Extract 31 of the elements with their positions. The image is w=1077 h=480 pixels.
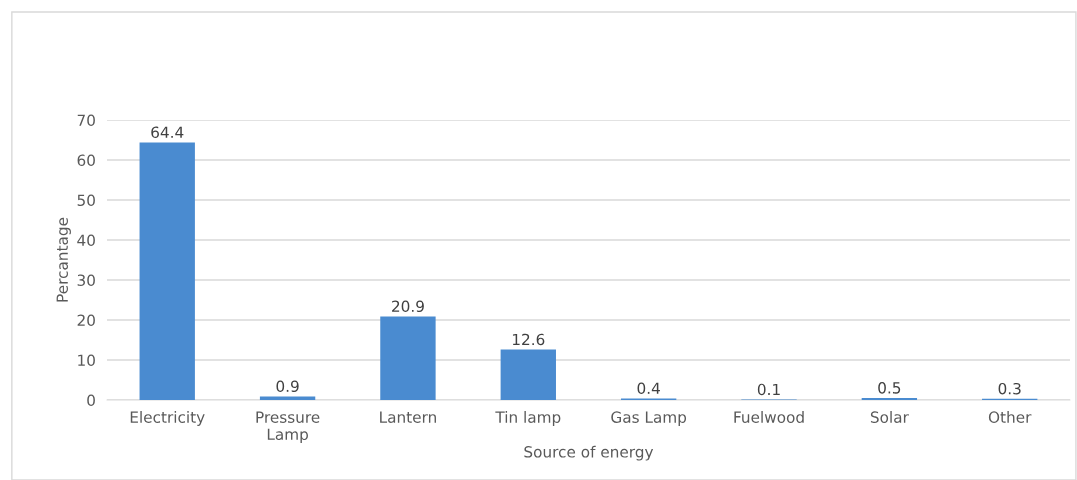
data-label: 0.3 <box>998 382 1021 395</box>
bar <box>380 316 436 400</box>
x-tick-label: Solar <box>870 411 909 423</box>
x-tick-label: Gas Lamp <box>611 411 687 426</box>
x-tick-label: Lantern <box>380 411 436 423</box>
y-tick-label: 0 <box>87 394 95 407</box>
x-tick-label: Electricity <box>130 411 205 426</box>
x-tick-label: Pressure Lamp <box>256 411 320 443</box>
y-tick-label: 40 <box>77 234 95 247</box>
data-label: 0.5 <box>878 382 901 394</box>
data-label: 0.4 <box>637 382 660 395</box>
y-tick-label: 20 <box>77 314 95 327</box>
x-axis-title: Source of energy <box>524 445 654 461</box>
bar <box>861 397 918 400</box>
x-tick-label: Other <box>988 411 1032 423</box>
y-tick-label: 60 <box>77 154 95 167</box>
bar <box>139 142 195 400</box>
y-axis-title: Percantage <box>56 217 71 302</box>
x-tick-label: Tin lamp <box>495 411 561 426</box>
y-tick-label: 50 <box>77 194 95 207</box>
data-label: 0.9 <box>276 380 299 393</box>
y-tick-label: 70 <box>77 114 95 127</box>
y-tick-label: 30 <box>77 274 95 287</box>
data-label: 64.4 <box>151 126 184 139</box>
data-label: 0.1 <box>757 383 780 396</box>
y-tick-label: 10 <box>78 354 95 367</box>
bar <box>500 349 556 400</box>
bar <box>259 396 316 400</box>
data-label: 12.6 <box>512 333 545 346</box>
x-tick-label: Fuelwood <box>734 411 804 423</box>
data-label: 20.9 <box>392 300 424 313</box>
